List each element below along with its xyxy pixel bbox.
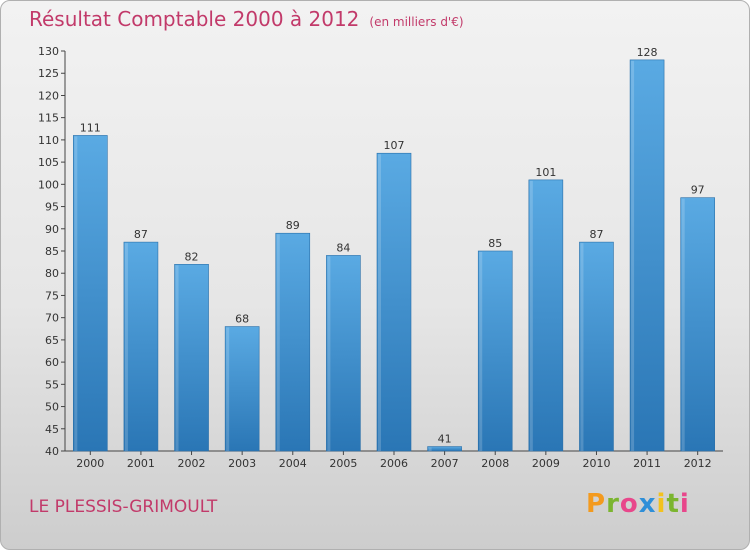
bar-2001 [123,241,159,452]
x-tick-label-2009: 2009 [532,457,560,470]
title-unit: (en milliers d'€) [369,15,464,29]
y-tick-label: 110 [38,134,59,147]
value-label-2006: 107 [384,139,405,152]
bar-highlight-2011 [631,60,635,452]
value-label-2007: 41 [438,433,452,446]
x-tick-label-2008: 2008 [481,457,509,470]
x-tick-label-2005: 2005 [329,457,357,470]
bar-highlight-2008 [479,252,483,451]
logo-letter: o [619,489,639,519]
bar-2004 [275,232,311,452]
x-tick-label-2012: 2012 [684,457,712,470]
y-tick-label: 90 [45,223,59,236]
bar-2002 [174,264,209,452]
value-label-2012: 97 [691,184,705,197]
bar-highlight-2004 [276,234,280,451]
axes-group: 40 45 50 55 60 65 70 75 80 85 90 95 100 105 110 115 120 1… [38,45,723,470]
chart-title: Résultat Comptable 2000 à 2012 (en millie… [29,7,464,31]
logo-letter: i [656,489,667,519]
bar-highlight-2010 [580,243,584,451]
x-tick-label-2003: 2003 [228,457,256,470]
value-label-2008: 85 [488,237,502,250]
y-tick-label: 55 [45,378,59,391]
bar-2011 [629,59,665,452]
x-tick-label-2002: 2002 [178,457,206,470]
value-label-2003: 68 [235,313,249,326]
y-tick-label: 65 [45,334,59,347]
y-tick-label: 80 [45,267,59,280]
bar-highlight-2007 [428,447,432,451]
bar-2006 [376,152,412,452]
logo-letter: P [586,489,607,519]
y-tick-label: 125 [38,67,59,80]
value-label-2002: 82 [185,250,199,263]
value-label-2005: 84 [336,241,350,254]
value-label-2009: 101 [535,166,556,179]
value-label-2000: 111 [80,121,101,134]
bar-highlight-2003 [226,327,230,451]
proxiti-logo[interactable]: Proxiti [586,489,690,519]
bar-highlight-2006 [378,154,381,451]
y-tick-label: 60 [45,356,59,369]
bar-2003 [224,326,260,452]
title-text: Résultat Comptable 2000 à 2012 [29,7,360,31]
bar-highlight-2002 [175,265,179,451]
x-tick-label-2001: 2001 [127,457,155,470]
value-label-2004: 89 [286,219,300,232]
y-tick-label: 105 [38,156,59,169]
value-label-2010: 87 [589,228,603,241]
logo-letter: x [638,489,657,519]
bar-2010 [579,241,614,452]
bar-2008 [477,250,513,452]
bar-highlight-2001 [124,243,128,451]
x-tick-label-2004: 2004 [279,457,307,470]
x-tick-label-2010: 2010 [582,457,610,470]
y-tick-label: 115 [38,112,59,125]
bar-2007 [427,446,462,452]
x-tick-label-2000: 2000 [76,457,104,470]
commune-name: LE PLESSIS-GRIMOULT [29,497,218,517]
value-label-2011: 128 [637,46,658,59]
y-tick-label: 70 [45,312,59,325]
bar-highlight-2009 [529,180,533,451]
y-tick-label: 100 [38,178,59,191]
y-tick-label: 50 [45,401,59,414]
x-tick-label-2007: 2007 [431,457,459,470]
bar-2009 [528,179,564,452]
y-tick-label: 40 [45,445,59,458]
y-tick-label: 120 [38,89,59,102]
x-tick-label-2011: 2011 [633,457,661,470]
bar-highlight-2000 [74,136,78,451]
bar-highlight-2012 [681,198,685,451]
bar-2005 [326,255,361,452]
logo-letter: i [679,489,690,519]
y-tick-label: 85 [45,245,59,258]
y-tick-label: 130 [38,45,59,58]
bars-group: 111 87 82 68 89 84 107 41 85 101 87 128 97 [73,46,715,452]
logo-letter: t [666,489,680,519]
x-tick-label-2006: 2006 [380,457,408,470]
bar-2000 [73,135,108,452]
y-tick-label: 45 [45,423,59,436]
logo-letter: r [606,489,620,519]
y-tick-label: 95 [45,201,59,214]
bar-highlight-2005 [327,256,331,451]
value-label-2001: 87 [134,228,148,241]
bar-2012 [680,197,715,452]
y-tick-label: 75 [45,289,59,302]
